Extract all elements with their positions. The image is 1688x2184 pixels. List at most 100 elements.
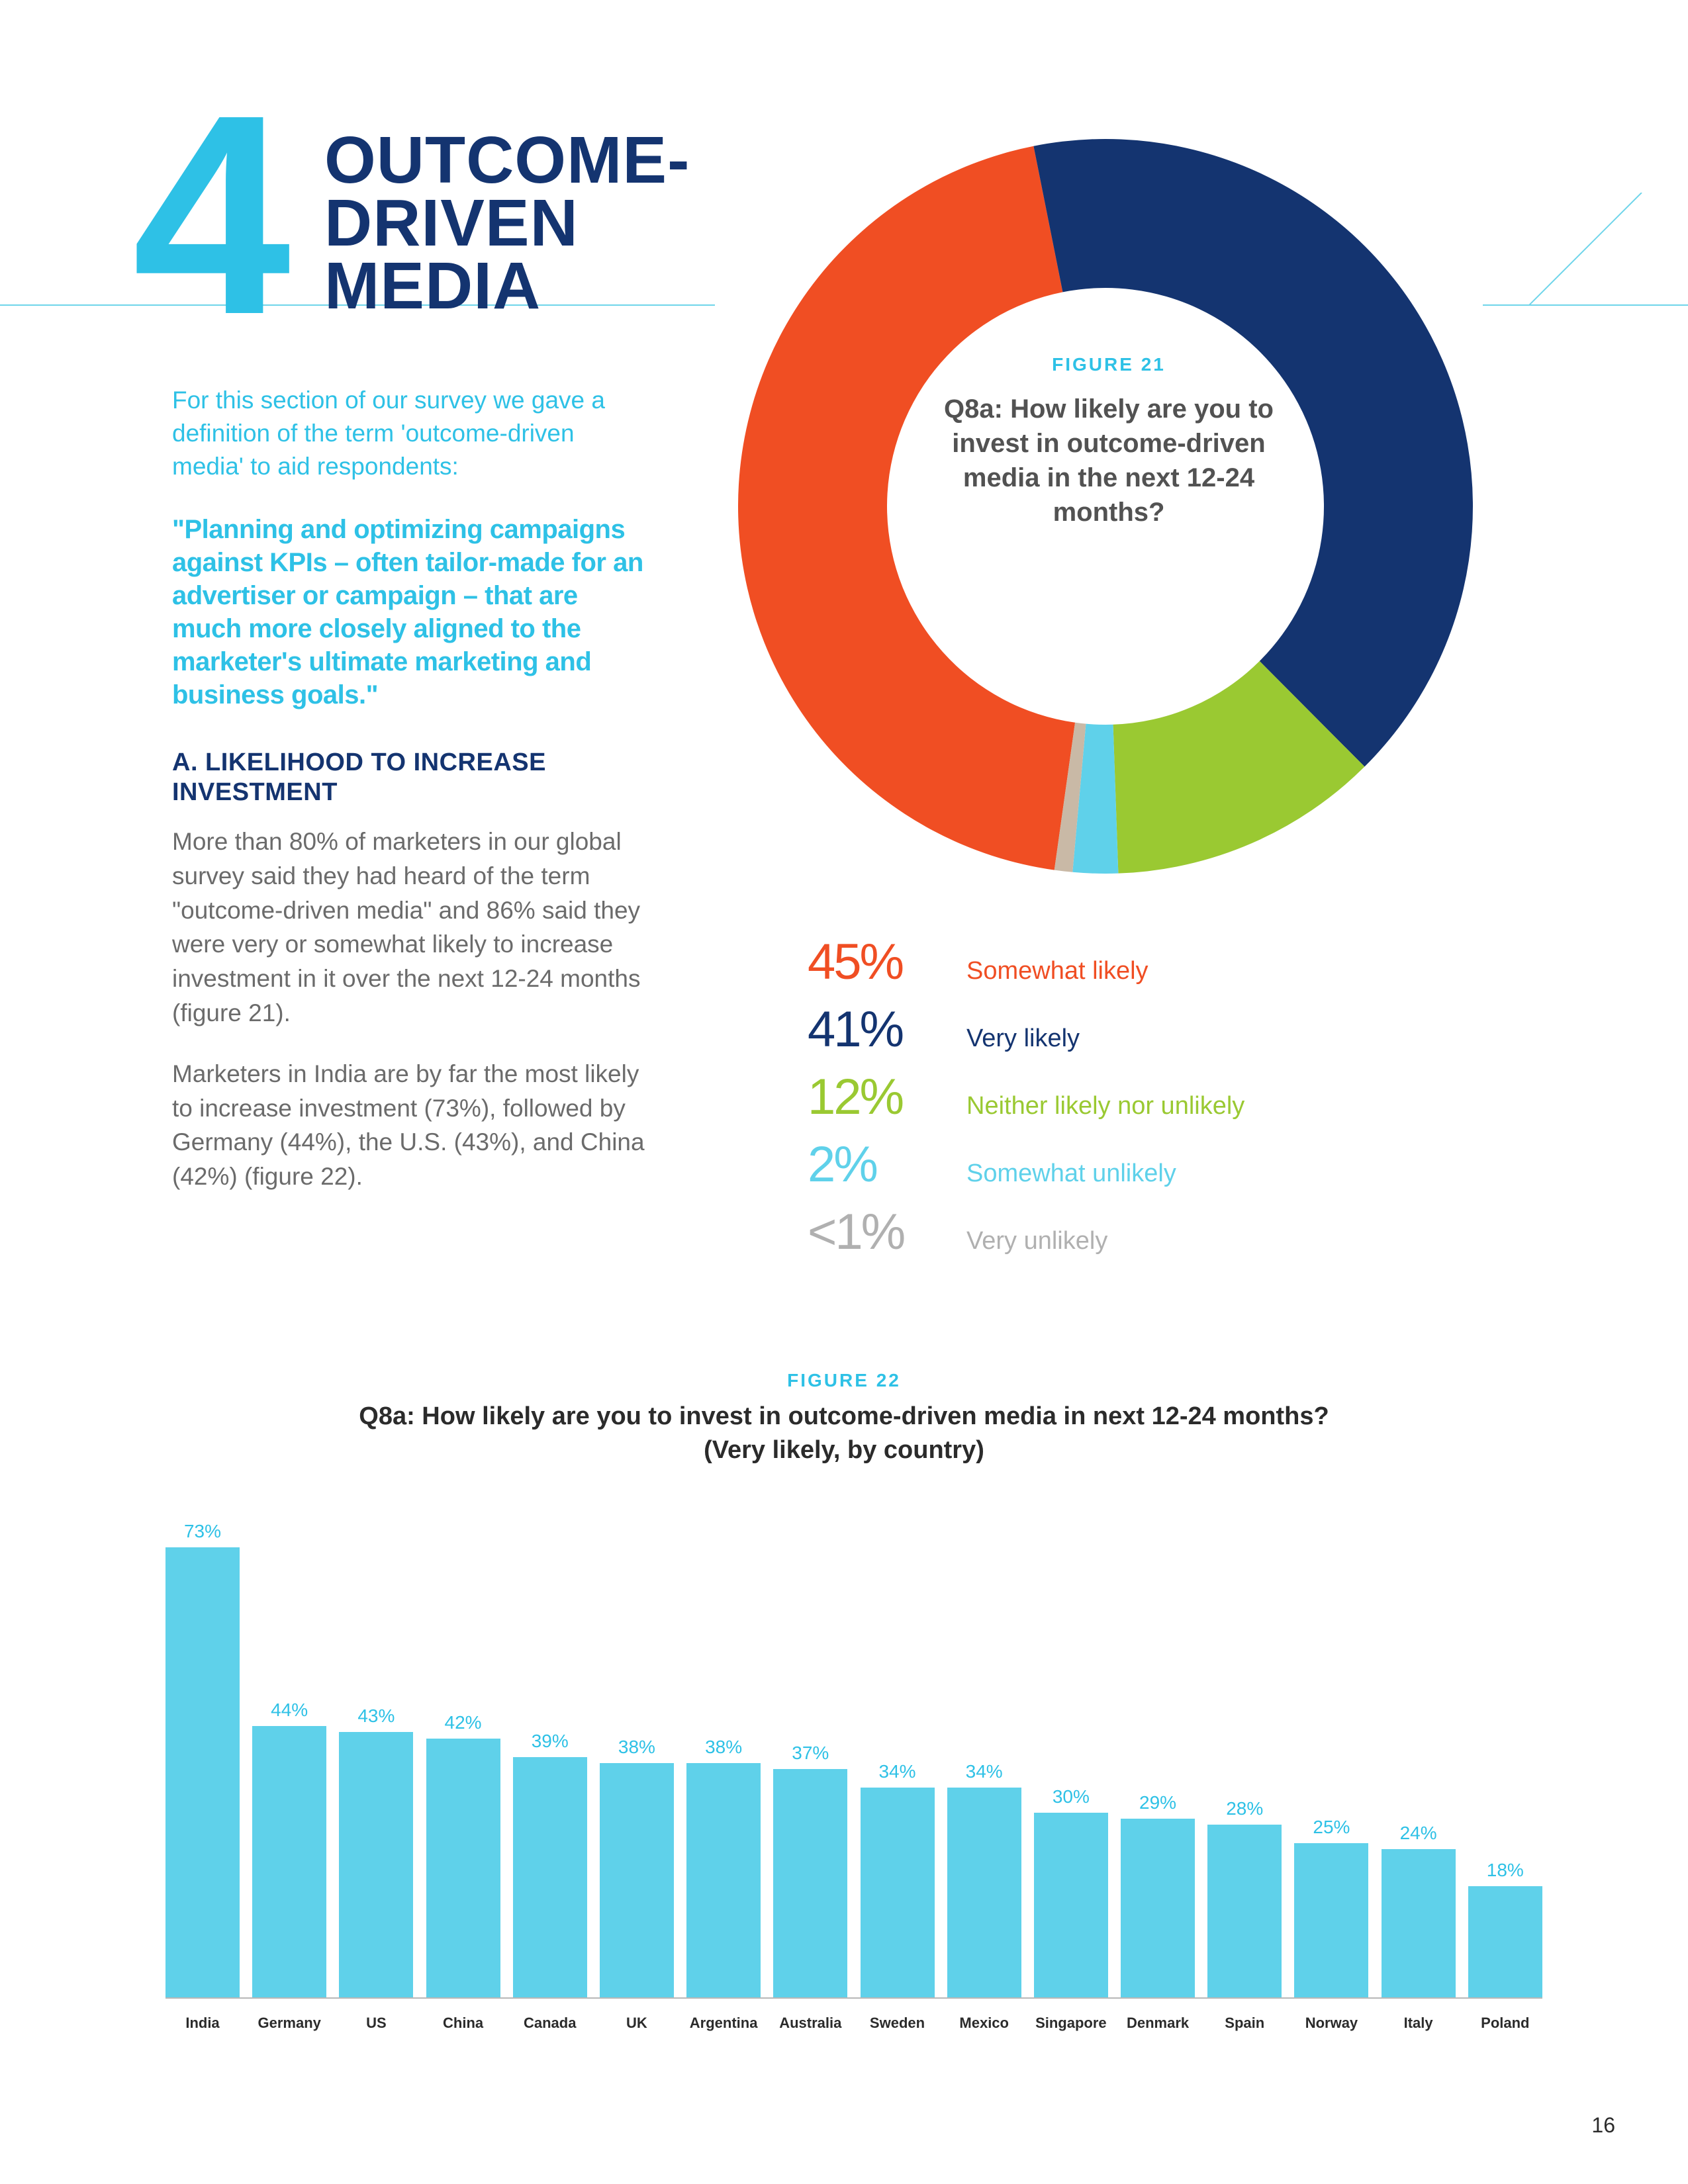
bar-column: 38% <box>686 1737 761 1997</box>
bar-column: 34% <box>947 1761 1021 1997</box>
bar-country-label: US <box>339 2015 413 2032</box>
bar-country-label: Canada <box>513 2015 587 2032</box>
bar-value-label: 28% <box>1226 1798 1263 1819</box>
bar-rect <box>947 1788 1021 1997</box>
bar-value-label: 39% <box>532 1731 569 1752</box>
bar-rect <box>1121 1819 1195 1997</box>
bar-rect <box>426 1739 500 1997</box>
bar-country-label: Singapore <box>1034 2015 1108 2032</box>
legend-row: 2%Somewhat unlikely <box>808 1136 1244 1193</box>
bar-rect <box>513 1757 587 1997</box>
figure-22-title-line2: (Very likely, by country) <box>704 1436 984 1464</box>
bar-country-label: Germany <box>252 2015 326 2032</box>
body-paragraph-2: Marketers in India are by far the most l… <box>172 1057 649 1194</box>
bar-column: 43% <box>339 1706 413 1997</box>
figure-21-question: Q8a: How likely are you to invest in out… <box>923 392 1294 529</box>
figure-22-title-line1: Q8a: How likely are you to invest in out… <box>359 1402 1329 1430</box>
legend-percent: 41% <box>808 1001 960 1058</box>
bar-column: 30% <box>1034 1786 1108 1997</box>
bar-rect <box>1382 1849 1456 1997</box>
bar-value-label: 25% <box>1313 1817 1350 1838</box>
legend-row: 41%Very likely <box>808 1001 1244 1058</box>
bar-value-label: 30% <box>1053 1786 1090 1807</box>
bar-country-label: Norway <box>1294 2015 1368 2032</box>
bar-column: 28% <box>1207 1798 1282 1997</box>
bar-column: 42% <box>426 1712 500 1997</box>
donut-center-text: FIGURE 21 Q8a: How likely are you to inv… <box>923 354 1294 529</box>
corner-notch-line <box>1529 193 1688 351</box>
legend-row: 12%Neither likely nor unlikely <box>808 1068 1244 1126</box>
bar-rect <box>1468 1886 1542 1997</box>
bar-rect <box>165 1547 240 1997</box>
bar-chart-axis <box>165 1997 1542 1999</box>
bar-value-label: 34% <box>966 1761 1003 1782</box>
bar-column: 34% <box>861 1761 935 1997</box>
bar-column: 25% <box>1294 1817 1368 1997</box>
bar-value-label: 44% <box>271 1700 308 1721</box>
bar-country-label: Spain <box>1207 2015 1282 2032</box>
bar-rect <box>1034 1813 1108 1997</box>
legend-percent: 12% <box>808 1068 960 1126</box>
bar-value-label: 43% <box>357 1706 395 1727</box>
legend-label: Very unlikely <box>966 1227 1107 1255</box>
bar-country-label: Denmark <box>1121 2015 1195 2032</box>
bar-container: 73% 44% 43% 42% 39% 38% 38% 37% 34% 34% 30% 29% 28% 2… <box>165 1521 1542 1997</box>
definition-quote: "Planning and optimizing campaigns again… <box>172 513 649 711</box>
bar-value-label: 24% <box>1400 1823 1437 1844</box>
bar-value-label: 38% <box>705 1737 742 1758</box>
bar-rect <box>339 1732 413 1997</box>
bar-value-label: 42% <box>445 1712 482 1733</box>
bar-value-label: 37% <box>792 1743 829 1764</box>
legend-label: Somewhat likely <box>966 957 1149 985</box>
bar-column: 37% <box>773 1743 847 1997</box>
left-column: For this section of our survey we gave a… <box>172 384 649 1220</box>
subsection-heading: A. LIKELIHOOD TO INCREASE INVESTMENT <box>172 748 649 808</box>
header-rule-right <box>1483 304 1688 306</box>
bar-value-label: 29% <box>1139 1792 1176 1813</box>
bar-rect <box>1207 1825 1282 1997</box>
figure-21-label: FIGURE 21 <box>923 354 1294 375</box>
bar-column: 29% <box>1121 1792 1195 1997</box>
bar-rect <box>600 1763 674 1997</box>
bar-column: 73% <box>165 1521 240 1997</box>
bar-country-label: China <box>426 2015 500 2032</box>
page-title: OUTCOME-DRIVENMEDIA <box>324 129 690 318</box>
bar-value-label: 73% <box>184 1521 221 1542</box>
bar-country-label: Australia <box>773 2015 847 2032</box>
bar-rect <box>252 1726 326 1997</box>
legend-label: Somewhat unlikely <box>966 1160 1176 1188</box>
bar-rect <box>773 1769 847 1997</box>
bar-value-label: 18% <box>1487 1860 1524 1881</box>
bar-column: 44% <box>252 1700 326 1997</box>
bar-country-label: Poland <box>1468 2015 1542 2032</box>
legend-percent: 2% <box>808 1136 960 1193</box>
bar-value-label: 34% <box>878 1761 915 1782</box>
bar-rect <box>686 1763 761 1997</box>
bar-country-label: India <box>165 2015 240 2032</box>
bar-country-label: Sweden <box>861 2015 935 2032</box>
bar-value-label: 38% <box>618 1737 655 1758</box>
body-paragraph-1: More than 80% of marketers in our global… <box>172 825 649 1030</box>
legend-row: <1%Very unlikely <box>808 1203 1244 1261</box>
bar-column: 39% <box>513 1731 587 1997</box>
legend-percent: 45% <box>808 933 960 991</box>
figure-22-title: Q8a: How likely are you to invest in out… <box>0 1400 1688 1468</box>
figure-22-bar-chart: 73% 44% 43% 42% 39% 38% 38% 37% 34% 34% 30% 29% 28% 2… <box>165 1489 1542 2032</box>
legend-percent: <1% <box>808 1203 960 1261</box>
bar-rect <box>1294 1843 1368 1997</box>
bar-country-label: Argentina <box>686 2015 761 2032</box>
intro-text: For this section of our survey we gave a… <box>172 384 649 483</box>
page-number: 16 <box>1591 2113 1615 2138</box>
figure-22-label: FIGURE 22 <box>0 1370 1688 1391</box>
legend-label: Neither likely nor unlikely <box>966 1092 1244 1120</box>
bar-column: 18% <box>1468 1860 1542 1997</box>
legend-label: Very likely <box>966 1024 1080 1053</box>
bar-column: 24% <box>1382 1823 1456 1997</box>
figure-21-legend: 45%Somewhat likely41%Very likely12%Neith… <box>808 933 1244 1271</box>
figure-21-donut: FIGURE 21 Q8a: How likely are you to inv… <box>728 129 1483 884</box>
bar-labels-row: India Germany US China Canada UK Argentina Aust… <box>165 2015 1542 2032</box>
bar-rect <box>861 1788 935 1997</box>
bar-column: 38% <box>600 1737 674 1997</box>
bar-country-label: Italy <box>1382 2015 1456 2032</box>
bar-country-label: UK <box>600 2015 674 2032</box>
